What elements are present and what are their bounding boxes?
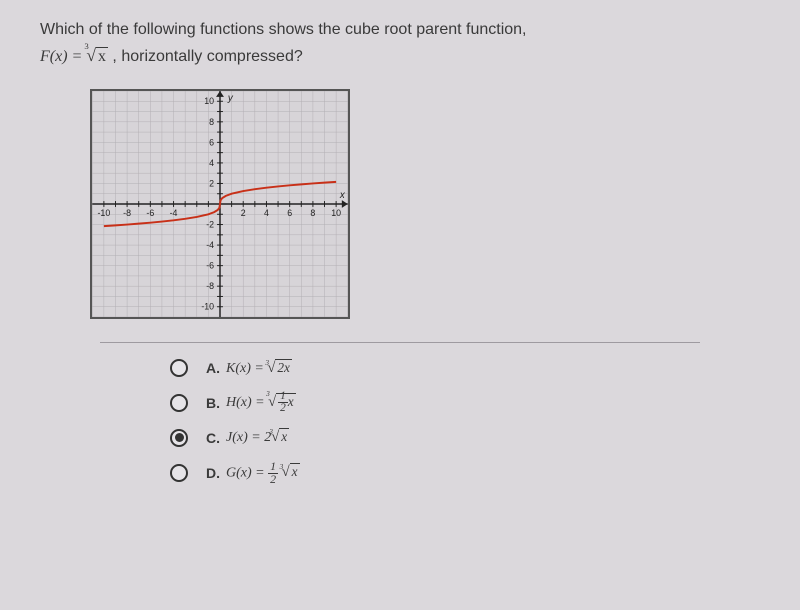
svg-text:10: 10: [331, 208, 341, 218]
svg-text:6: 6: [287, 208, 292, 218]
svg-text:8: 8: [209, 117, 214, 127]
option-formula: H(x) = 3√12x: [226, 391, 296, 415]
svg-text:6: 6: [209, 137, 214, 147]
option-row-c[interactable]: C. J(x) = 23√x: [170, 429, 760, 447]
radio-c[interactable]: [170, 429, 188, 447]
svg-text:4: 4: [209, 158, 214, 168]
option-formula: G(x) = 12 3√x: [226, 461, 300, 486]
question-text: Which of the following functions shows t…: [40, 18, 760, 69]
cube-root-graph: -10 -8 -6 -4 2 4 6 8 10 10 8 6 4 2 -2 -4 -6 -8 -10 y x: [90, 89, 350, 319]
svg-text:-8: -8: [123, 208, 131, 218]
option-row-d[interactable]: D. G(x) = 12 3√x: [170, 461, 760, 486]
svg-text:4: 4: [264, 208, 269, 218]
option-letter: D.: [206, 465, 220, 481]
svg-text:2: 2: [241, 208, 246, 218]
svg-text:-4: -4: [206, 240, 214, 250]
option-letter: C.: [206, 430, 220, 446]
answer-options: A. K(x) = 3√2x B. H(x) = 3√12x C. J(x) = 23√x…: [170, 359, 760, 485]
option-row-b[interactable]: B. H(x) = 3√12x: [170, 391, 760, 415]
svg-text:-10: -10: [97, 208, 110, 218]
svg-text:y: y: [227, 93, 234, 104]
cube-root-expr: 3√x: [86, 42, 108, 69]
question-line1: Which of the following functions shows t…: [40, 21, 527, 38]
option-letter: B.: [206, 395, 220, 411]
radio-b[interactable]: [170, 394, 188, 412]
svg-text:-2: -2: [206, 219, 214, 229]
svg-text:8: 8: [310, 208, 315, 218]
radio-a[interactable]: [170, 359, 188, 377]
divider: [100, 342, 700, 343]
question-line2-suffix: , horizontally compressed?: [108, 48, 303, 65]
svg-text:-4: -4: [170, 208, 178, 218]
svg-text:10: 10: [204, 96, 214, 106]
option-letter: A.: [206, 360, 220, 376]
svg-text:-6: -6: [146, 208, 154, 218]
option-row-a[interactable]: A. K(x) = 3√2x: [170, 359, 760, 377]
graph-container: -10 -8 -6 -4 2 4 6 8 10 10 8 6 4 2 -2 -4 -6 -8 -10 y x: [90, 89, 760, 324]
svg-text:-10: -10: [201, 302, 214, 312]
option-formula: J(x) = 23√x: [226, 429, 289, 446]
svg-text:-6: -6: [206, 261, 214, 271]
option-formula: K(x) = 3√2x: [226, 360, 292, 377]
question-func-lhs: F(x) =: [40, 48, 86, 65]
svg-text:2: 2: [209, 178, 214, 188]
svg-text:-8: -8: [206, 281, 214, 291]
svg-text:x: x: [339, 190, 346, 201]
radio-d[interactable]: [170, 464, 188, 482]
